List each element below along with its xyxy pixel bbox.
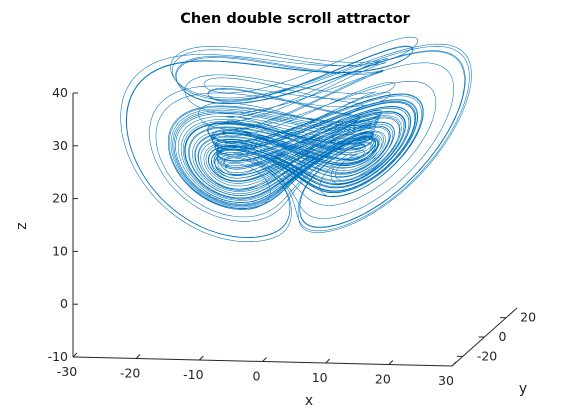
x-tick-mark <box>325 358 331 364</box>
x-tick-mark <box>451 361 457 367</box>
z-axis-label: z <box>14 222 30 229</box>
x-tick-mark <box>72 352 78 358</box>
z-tick-label: 40 <box>52 85 68 100</box>
attractor-trajectory <box>120 36 472 243</box>
y-ticks: -200 20 <box>456 310 536 363</box>
x-ticks: -30 -20 -10 0 10 20 30 <box>57 352 457 388</box>
y-tick-label: 20 <box>520 310 536 325</box>
x-tick-label: 0 <box>253 369 261 384</box>
y-tick-label: -20 <box>477 348 497 363</box>
z-tick-label: 30 <box>52 138 68 153</box>
z-ticks: -10 0 10 20 30 40 <box>48 85 78 364</box>
x-tick-mark <box>135 354 141 359</box>
x-tick-label: -30 <box>57 364 77 379</box>
y-axis-label: y <box>519 381 527 397</box>
x-tick-label: -20 <box>120 366 140 381</box>
z-tick-label: -10 <box>48 349 68 364</box>
x-tick-label: 20 <box>375 372 391 387</box>
y-tick-label: 0 <box>499 329 507 344</box>
x-axis-label: x <box>305 393 313 409</box>
x-tick-label: -10 <box>183 367 203 382</box>
chart-title: Chen double scroll attractor <box>180 11 410 27</box>
z-tick-label: 20 <box>52 191 68 206</box>
z-tick-label: 10 <box>52 243 68 258</box>
x-tick-mark <box>262 357 267 362</box>
x-tick-label: 30 <box>438 373 454 388</box>
series-line-0 <box>120 36 472 243</box>
z-tick-label: 0 <box>60 296 68 311</box>
x-tick-mark <box>198 355 204 361</box>
x-tick-mark <box>388 360 394 365</box>
x-tick-label: 10 <box>312 370 328 385</box>
